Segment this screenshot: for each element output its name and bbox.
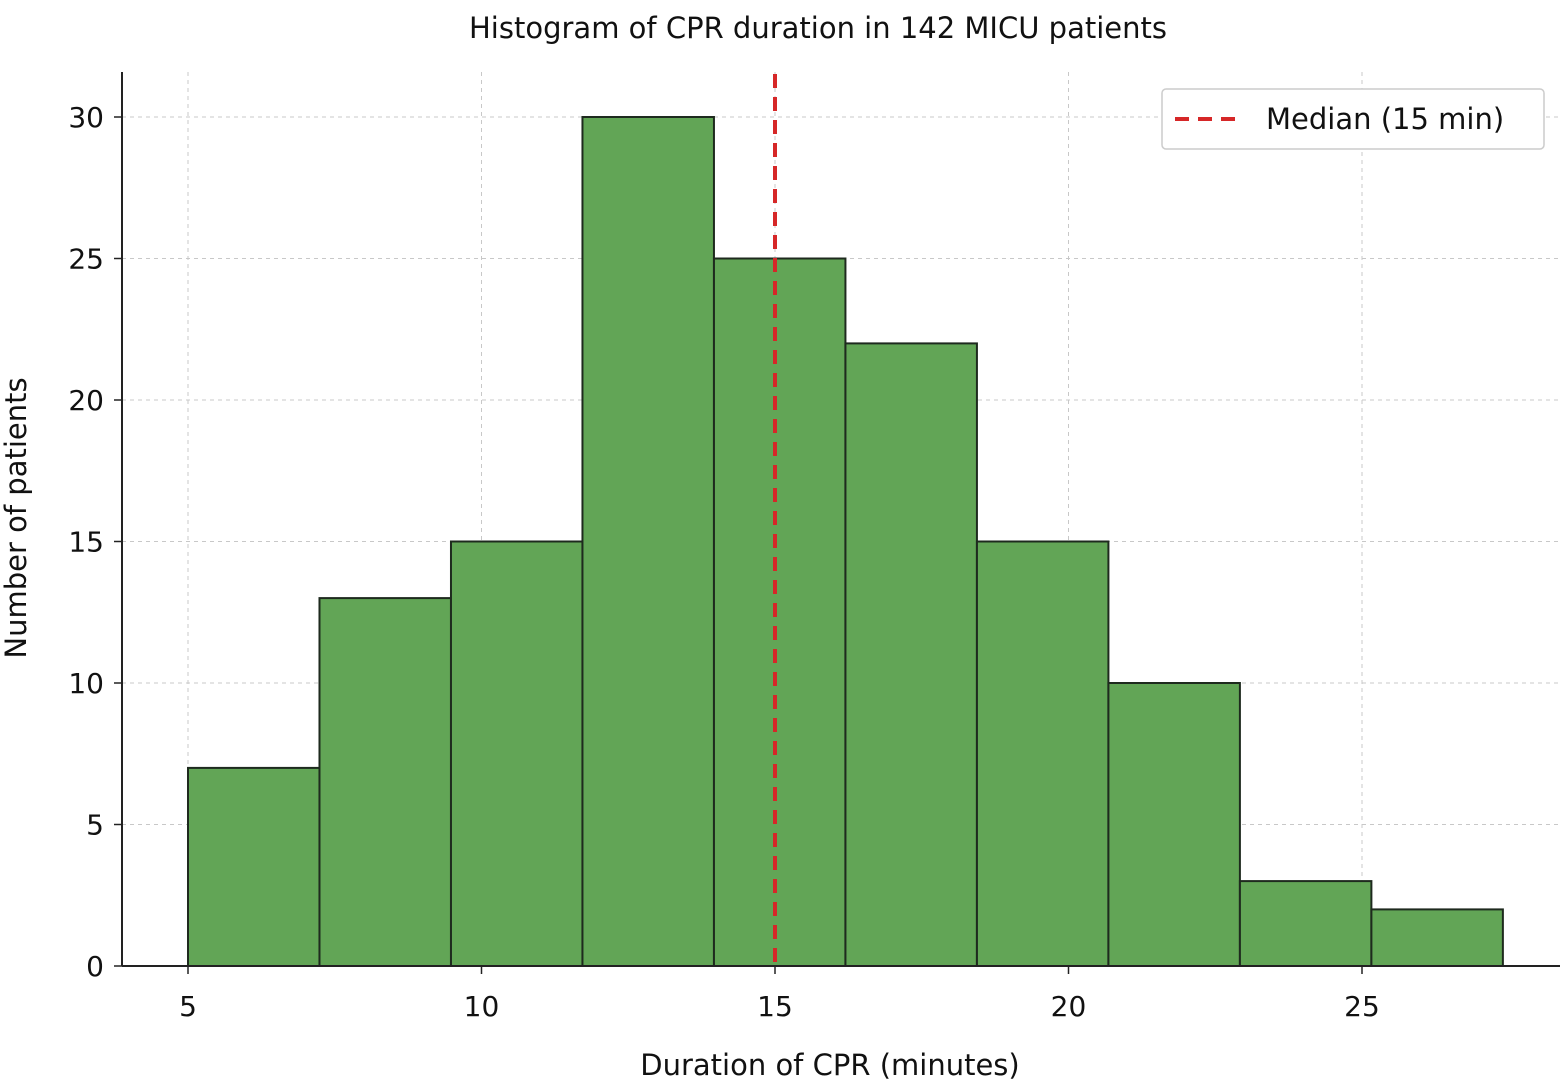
y-tick-label: 20 [68, 384, 104, 417]
chart-title: Histogram of CPR duration in 142 MICU pa… [469, 11, 1167, 45]
x-axis-label: Duration of CPR (minutes) [640, 1048, 1019, 1082]
x-tick-label: 15 [757, 990, 793, 1023]
y-tick-label: 5 [86, 809, 104, 842]
histogram-bar [449, 540, 584, 967]
histogram-bar [1238, 880, 1373, 967]
histogram-bar [187, 766, 321, 968]
y-tick-label: 15 [68, 526, 104, 559]
histogram-bar [975, 540, 1110, 967]
y-tick-label: 0 [86, 950, 104, 983]
x-tick-label: 20 [1051, 990, 1087, 1023]
legend-median-label: Median (15 min) [1266, 102, 1504, 136]
histogram-bar [712, 257, 847, 967]
bars [187, 116, 1504, 968]
histogram-bar [1370, 908, 1504, 968]
legend: Median (15 min) [1161, 88, 1545, 150]
axes [121, 72, 1560, 967]
ticks: 0 5 10 15 20 25 30 5 10 15 20 25 [68, 101, 1379, 1023]
legend-box [1161, 88, 1545, 150]
y-axis-label: Number of patients [0, 377, 33, 658]
y-tick-label: 25 [68, 243, 104, 276]
histogram-bar [581, 116, 715, 967]
histogram-bar [318, 597, 452, 967]
histogram-bar [1107, 682, 1241, 967]
x-tick-label: 25 [1344, 990, 1380, 1023]
x-tick-label: 5 [179, 990, 197, 1023]
histogram-bar [844, 342, 978, 967]
y-tick-label: 30 [68, 101, 104, 134]
y-tick-label: 10 [68, 667, 104, 700]
x-tick-label: 10 [464, 990, 500, 1023]
